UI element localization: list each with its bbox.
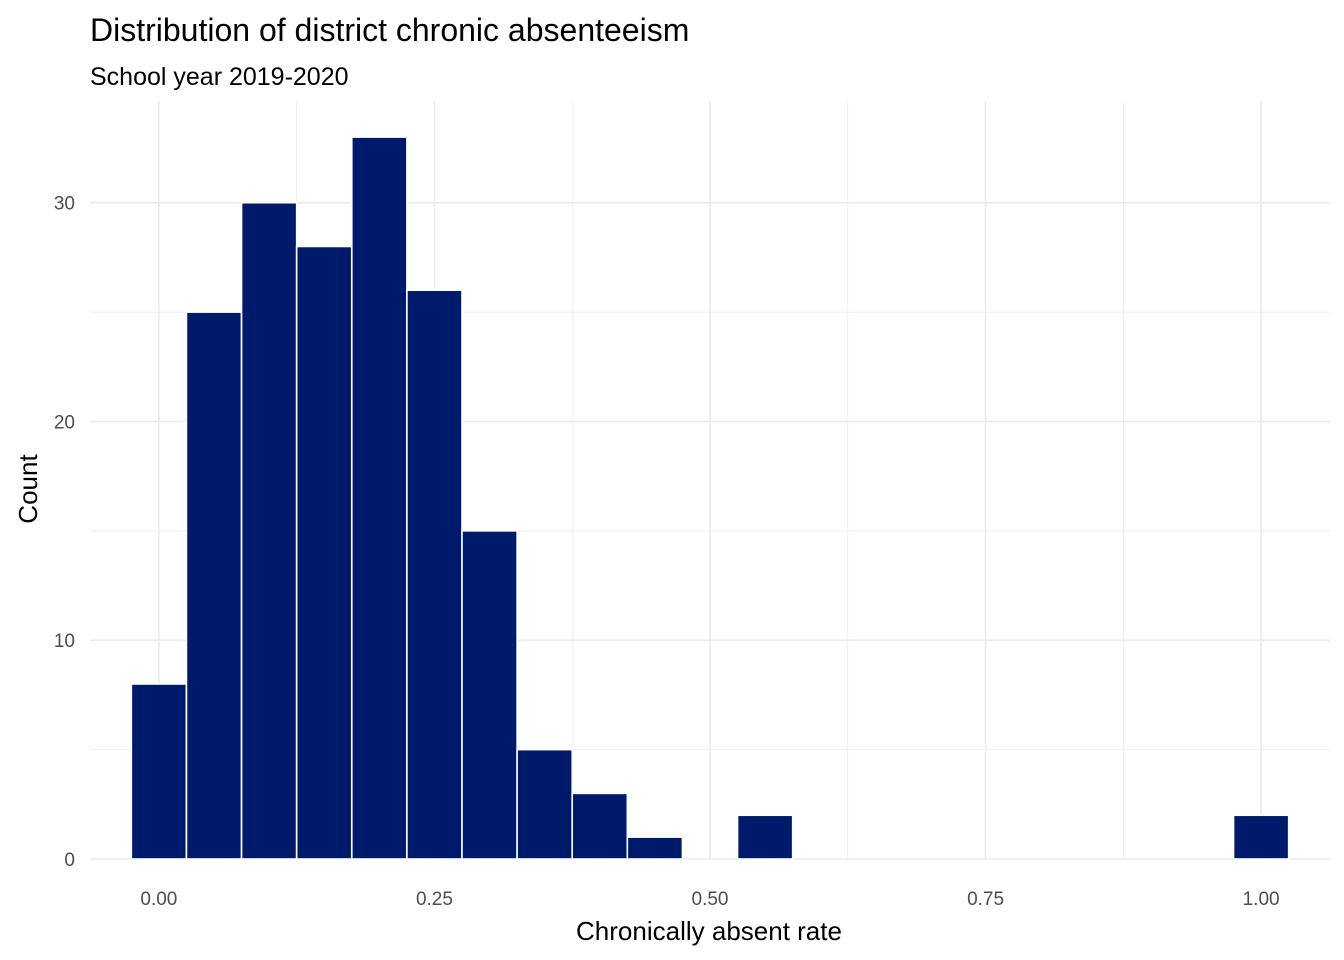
x-tick-label: 0.75 bbox=[967, 889, 1004, 910]
histogram-bar bbox=[626, 836, 684, 860]
histogram-bar bbox=[240, 201, 298, 860]
histogram-bar bbox=[571, 792, 629, 860]
x-tick-label: 1.00 bbox=[1243, 889, 1280, 910]
x-tick-label: 0.25 bbox=[416, 889, 453, 910]
histogram-bars bbox=[130, 136, 1290, 860]
histogram-bar bbox=[516, 748, 574, 860]
histogram-bar bbox=[130, 683, 188, 860]
histogram-bar bbox=[295, 245, 353, 860]
histogram-bar bbox=[1232, 814, 1290, 860]
y-axis-title: Count bbox=[13, 454, 43, 524]
chart-subtitle: School year 2019-2020 bbox=[90, 63, 349, 91]
x-tick-label: 0.50 bbox=[692, 889, 729, 910]
histogram-bar bbox=[406, 289, 463, 860]
histogram-bar bbox=[185, 311, 243, 860]
y-tick-label: 0 bbox=[64, 850, 75, 871]
histogram-bar bbox=[350, 136, 408, 860]
y-tick-label: 10 bbox=[54, 631, 75, 652]
histogram-bar bbox=[461, 530, 518, 860]
y-tick-label: 30 bbox=[54, 194, 75, 215]
x-axis-title: Chronically absent rate bbox=[576, 916, 842, 946]
x-tick-label: 0.00 bbox=[140, 889, 177, 910]
tick-labels: 0.00 0.25 0.50 0.75 1.00 0 10 20 30 bbox=[54, 194, 1280, 910]
histogram-bar bbox=[736, 814, 794, 860]
chart-title: Distribution of district chronic absente… bbox=[90, 12, 689, 48]
y-tick-label: 20 bbox=[54, 412, 75, 433]
